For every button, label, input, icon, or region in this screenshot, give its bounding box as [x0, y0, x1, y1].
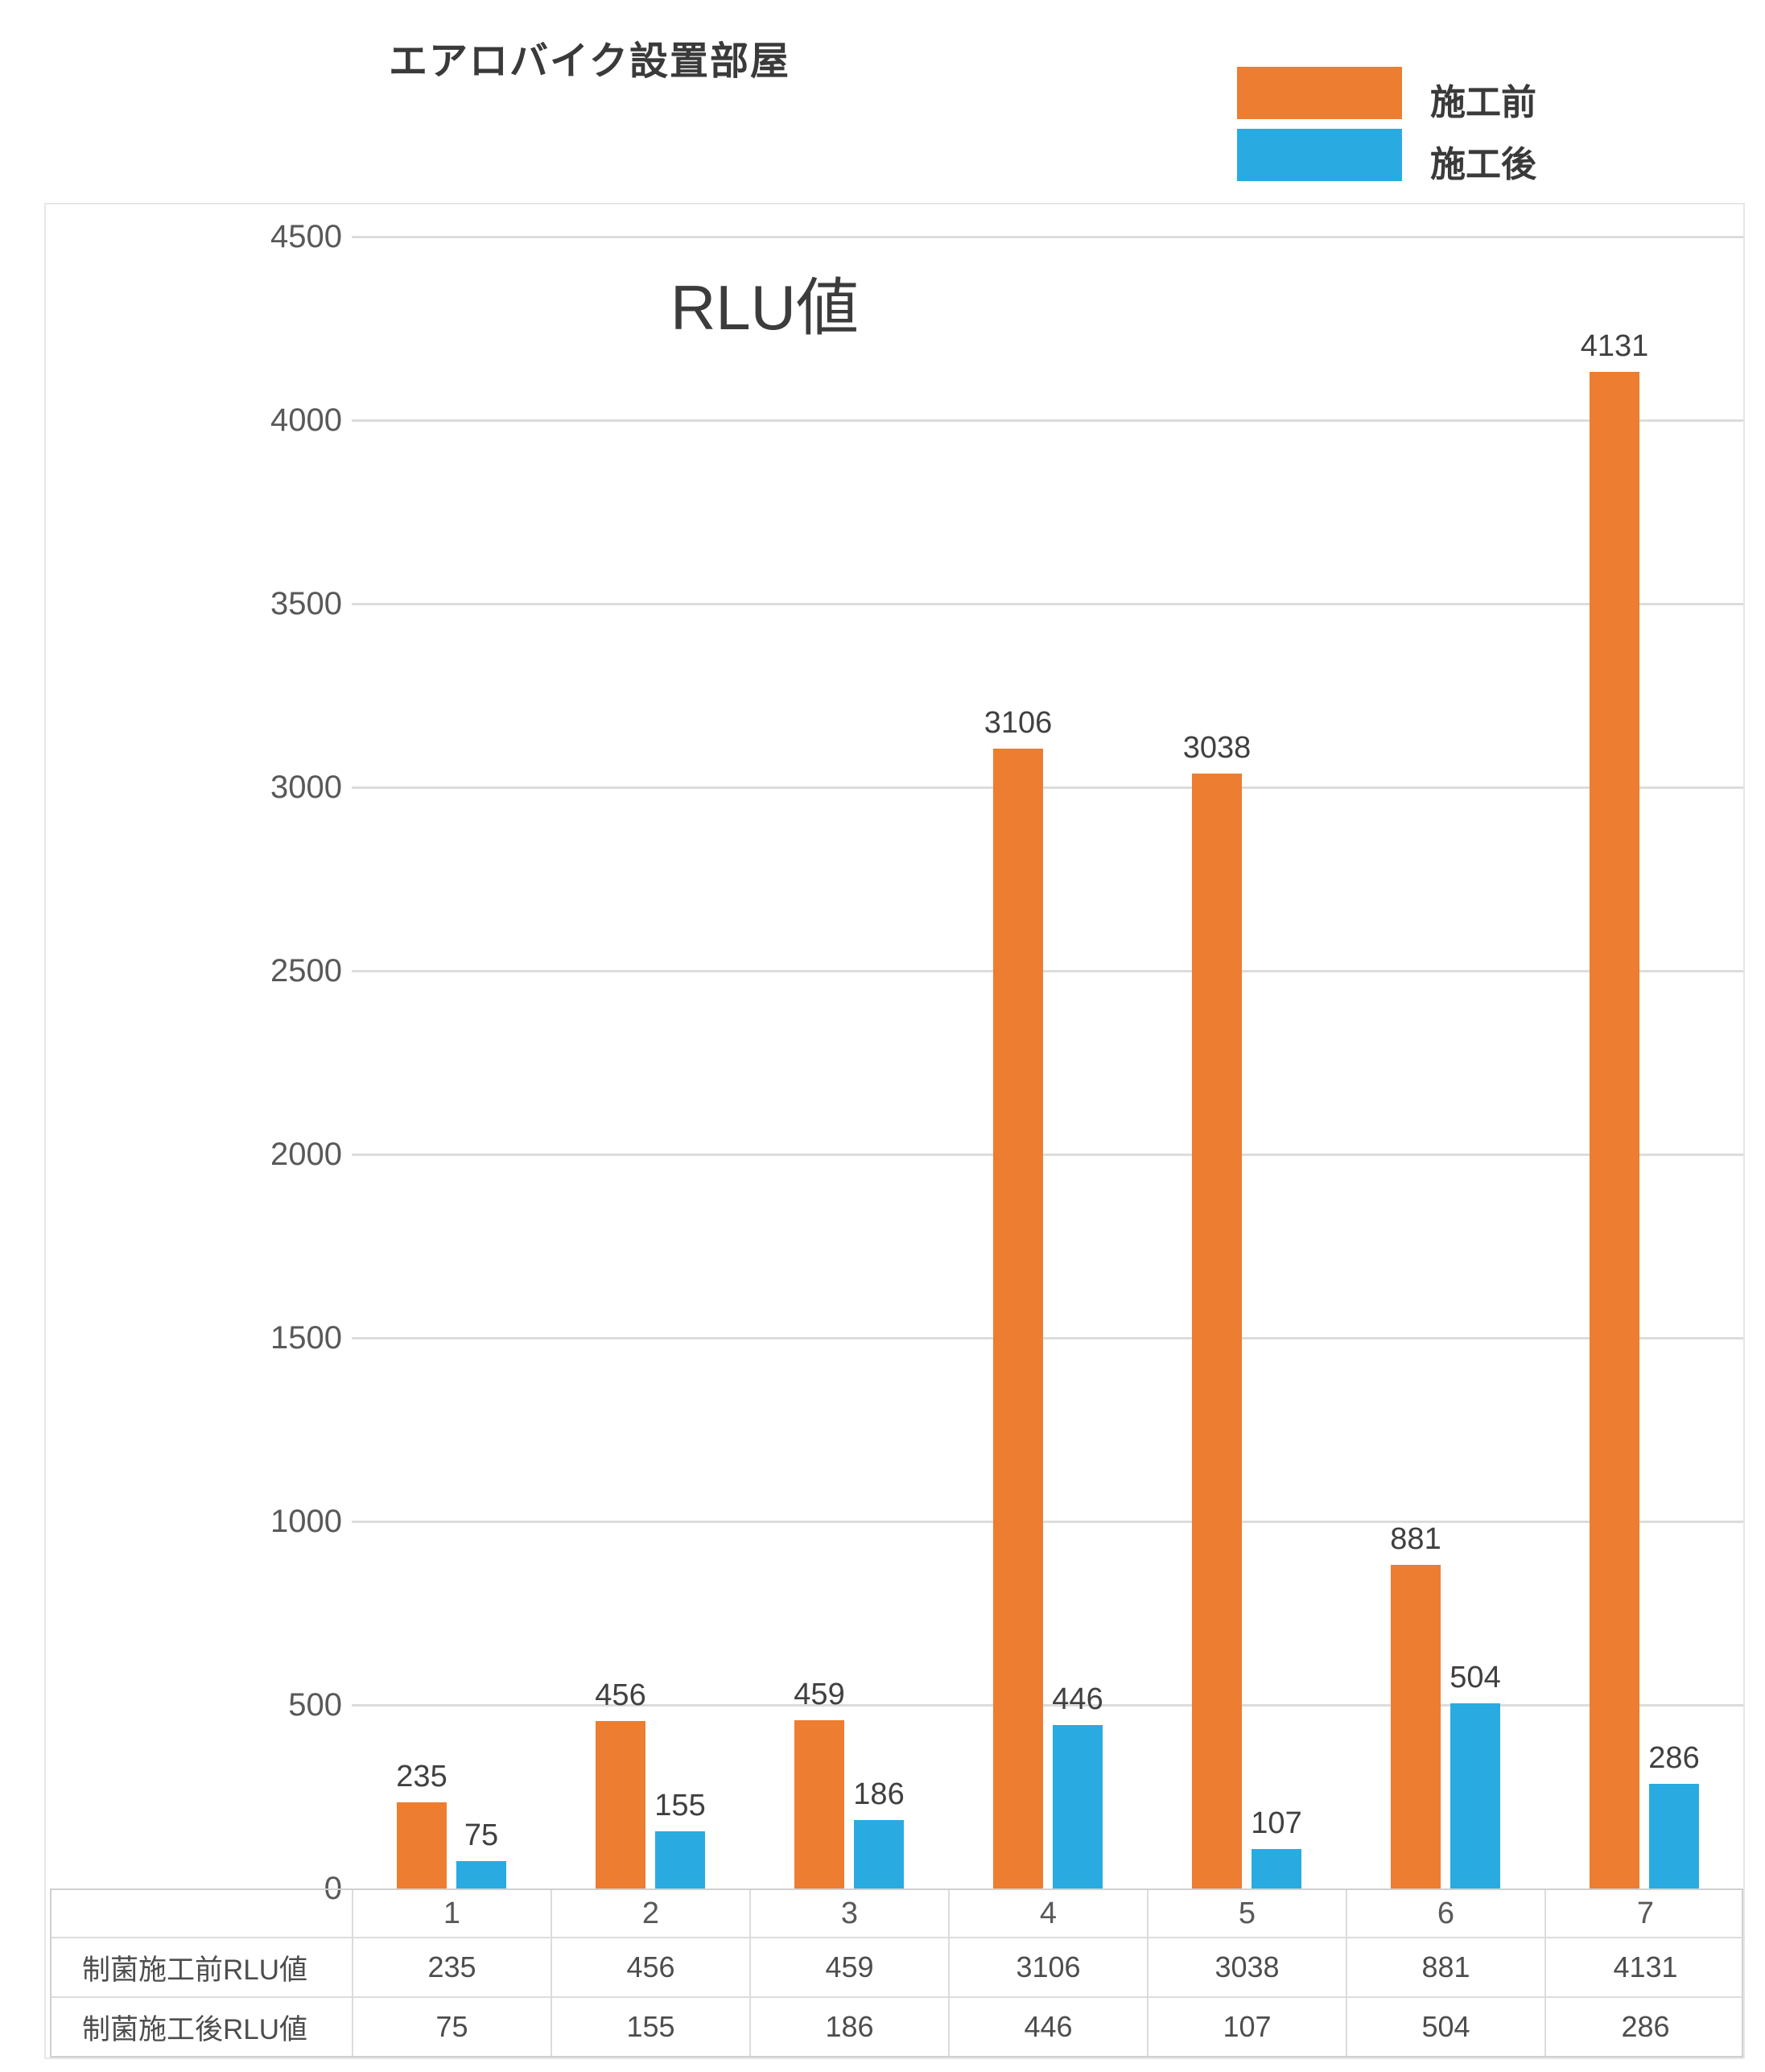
- bar-value-label: 4131: [1580, 329, 1649, 363]
- legend-swatch-after: [1237, 129, 1402, 181]
- table-row-label: 制菌施工前RLU値: [52, 1938, 353, 1998]
- bar-value-label: 235: [396, 1760, 447, 1793]
- legend-label-after: 施工後: [1430, 145, 1536, 184]
- bar-before: [993, 749, 1043, 1888]
- bar-value-label: 456: [595, 1678, 646, 1712]
- table-value-cell: 459: [751, 1938, 950, 1998]
- bar-after: [1450, 1703, 1500, 1888]
- legend-item-before: 施工前: [1237, 67, 1688, 122]
- table-value-cell: 504: [1347, 1998, 1546, 2056]
- y-gridline: [352, 1154, 1743, 1156]
- bar-before: [397, 1802, 447, 1888]
- bar-before: [1590, 372, 1639, 1888]
- bar-value-label: 186: [853, 1777, 905, 1811]
- x-category-cell: 5: [1148, 1890, 1347, 1938]
- bar-after: [854, 1820, 904, 1888]
- legend-item-after: 施工後: [1237, 129, 1688, 184]
- table-value-cell: 286: [1621, 2010, 1670, 2043]
- table-value-cell: 75: [353, 1998, 552, 2056]
- y-gridline: [352, 786, 1743, 789]
- x-category-cell: 7: [1546, 1890, 1745, 1938]
- data-table: 1 2 3 4 5 6 7 制菌施工前RLU値 235 456 459 3106 3038 881 4131…: [50, 1888, 1745, 2058]
- y-tick-label: 1000: [270, 1504, 342, 1539]
- bar-value-label: 107: [1251, 1806, 1302, 1840]
- y-tick-label: 2500: [270, 953, 342, 989]
- table-value-cell: 3106: [950, 1938, 1148, 1998]
- y-tick-label: 1500: [270, 1320, 342, 1356]
- legend-swatch-before: [1237, 67, 1402, 119]
- table-value-cell: 186: [751, 1998, 950, 2056]
- bar-value-label: 3106: [984, 706, 1053, 740]
- bar-before: [596, 1721, 645, 1888]
- table-value-cell: 3038: [1148, 1938, 1347, 1998]
- y-gridline: [352, 419, 1743, 422]
- bar-value-label: 155: [654, 1789, 706, 1822]
- bar-after: [655, 1831, 705, 1888]
- bar-value-label: 459: [794, 1678, 845, 1711]
- table-value-cell: 155: [552, 1998, 751, 2056]
- y-gridline: [352, 970, 1743, 972]
- y-gridline: [352, 1704, 1743, 1707]
- bar-value-label: 3038: [1182, 731, 1252, 765]
- bar-after: [456, 1861, 506, 1888]
- y-tick-label: 3500: [270, 586, 342, 621]
- table-corner-cell: [52, 1890, 353, 1938]
- x-category-cell: 4: [950, 1890, 1148, 1938]
- y-gridline: [352, 1521, 1743, 1523]
- chart-title: RLU値: [670, 272, 860, 343]
- y-tick-label: 2000: [270, 1137, 342, 1172]
- legend-label-before: 施工前: [1430, 83, 1536, 122]
- bar-value-label: 504: [1450, 1661, 1501, 1694]
- table-value-cell: 235: [353, 1938, 552, 1998]
- y-tick-label: 3000: [270, 770, 342, 805]
- x-category-cell: 6: [1347, 1890, 1546, 1938]
- bar-value-label: 286: [1648, 1741, 1700, 1775]
- bar-value-label: 446: [1052, 1682, 1103, 1716]
- table-value-cell: 881: [1347, 1938, 1546, 1998]
- y-tick-label: 500: [288, 1687, 342, 1723]
- table-value-cell: 456: [552, 1938, 751, 1998]
- table-value-cell: 107: [1148, 1998, 1347, 2056]
- table-value-cell: 446: [950, 1998, 1148, 2056]
- x-category-cell: 2: [552, 1890, 751, 1938]
- bar-before: [1192, 774, 1242, 1888]
- bar-value-label: 75: [464, 1818, 499, 1852]
- y-tick-label: 4000: [270, 402, 342, 438]
- bar-after: [1053, 1725, 1103, 1888]
- x-category-cell: 1: [353, 1890, 552, 1938]
- bar-before: [794, 1720, 844, 1888]
- table-row-label: 制菌施工後RLU値: [52, 1998, 353, 2056]
- bar-before: [1391, 1565, 1441, 1888]
- bar-after: [1252, 1849, 1301, 1888]
- y-gridline: [352, 1337, 1743, 1339]
- y-gridline: [352, 603, 1743, 605]
- bar-value-label: 881: [1390, 1522, 1441, 1556]
- y-gridline: [352, 236, 1743, 238]
- y-tick-label: 4500: [270, 219, 342, 254]
- x-category-cell: 3: [751, 1890, 950, 1938]
- table-value-cell: 4131: [1546, 1938, 1745, 1998]
- page-title: エアロバイク設置部屋: [389, 40, 791, 83]
- bar-after: [1649, 1784, 1699, 1888]
